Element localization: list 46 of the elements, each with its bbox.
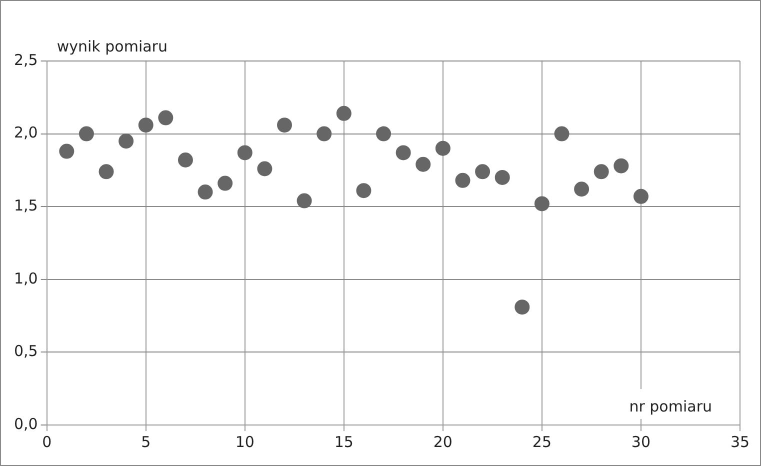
y-tick-label: 1,5 (14, 196, 38, 214)
point (614, 158, 629, 174)
point (296, 193, 312, 208)
point (277, 118, 292, 133)
x-tick-label: 25 (532, 432, 552, 451)
point (59, 144, 74, 159)
point (218, 176, 233, 191)
point (475, 164, 490, 180)
x-tick-label: 20 (433, 432, 452, 451)
x-tick-label: 15 (334, 432, 354, 451)
point (198, 184, 213, 200)
point (574, 182, 590, 197)
point (138, 118, 154, 133)
x-axis-title: nr pomiaru (629, 397, 712, 416)
point (554, 126, 570, 142)
y-tick-label: 2,0 (14, 124, 38, 142)
x-tick-label: 35 (730, 432, 750, 451)
y-tick-label: 1,0 (14, 269, 38, 288)
point (633, 188, 648, 204)
point (435, 140, 450, 156)
point (237, 145, 252, 160)
y-tick-label: 0,5 (14, 342, 38, 360)
point (534, 196, 550, 212)
point (336, 106, 352, 121)
point (78, 126, 94, 142)
y-tick-label: 0,0 (14, 414, 38, 433)
y-tick-label: 2,5 (14, 50, 38, 69)
y-axis-title: wynik pomiaru (56, 37, 168, 56)
x-tick-label: 0 (42, 432, 52, 451)
point (455, 172, 470, 188)
point (316, 126, 332, 142)
point (257, 161, 272, 176)
x-tick-label: 10 (235, 432, 254, 451)
point (594, 164, 609, 180)
x-tick-label: 30 (631, 432, 651, 451)
point (356, 183, 372, 198)
point (416, 156, 431, 172)
point (98, 164, 114, 180)
point (376, 126, 392, 142)
point (158, 110, 174, 126)
point (494, 170, 510, 185)
x-tick-label: 5 (141, 432, 151, 451)
point (178, 152, 193, 168)
point (514, 300, 530, 315)
point (118, 134, 134, 149)
point (396, 145, 411, 160)
